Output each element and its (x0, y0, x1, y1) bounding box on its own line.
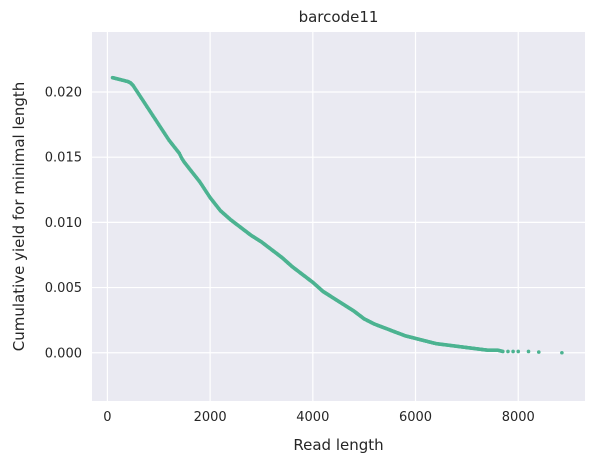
data-point (135, 90, 140, 94)
data-point (145, 105, 150, 110)
x-tick-label: 2000 (194, 410, 227, 425)
data-point (516, 349, 521, 354)
x-axis-ticks: 0 2000 4000 6000 8000 (103, 410, 535, 425)
plot-area (92, 32, 585, 401)
data-point (176, 150, 181, 154)
data-point (132, 86, 137, 90)
y-axis-ticks: 0.000 0.005 0.010 0.015 0.020 (45, 85, 82, 361)
data-point (202, 186, 206, 191)
y-axis-label: Cumulative yield for minimal length (10, 82, 28, 352)
x-tick-label: 8000 (502, 410, 535, 425)
data-point (150, 113, 155, 118)
data-points (110, 75, 564, 355)
data-point (161, 129, 165, 133)
grid-lines (92, 32, 585, 401)
y-tick-label: 0.015 (45, 151, 82, 166)
y-tick-label: 0.005 (45, 281, 82, 296)
data-point (179, 154, 183, 159)
chart-title: barcode11 (299, 8, 379, 26)
x-tick-label: 6000 (399, 410, 432, 425)
y-tick-label: 0.020 (45, 85, 82, 100)
x-tick-label: 0 (103, 410, 111, 425)
data-point (506, 349, 510, 354)
data-point (140, 98, 145, 102)
x-tick-label: 4000 (296, 410, 329, 425)
data-point (156, 121, 160, 126)
data-point (511, 349, 515, 354)
data-point (560, 350, 564, 355)
y-tick-label: 0.000 (45, 346, 82, 361)
data-point (536, 350, 541, 354)
y-tick-label: 0.010 (45, 216, 82, 231)
data-point (526, 349, 531, 354)
x-axis-label: Read length (293, 436, 383, 454)
data-point (500, 349, 504, 354)
